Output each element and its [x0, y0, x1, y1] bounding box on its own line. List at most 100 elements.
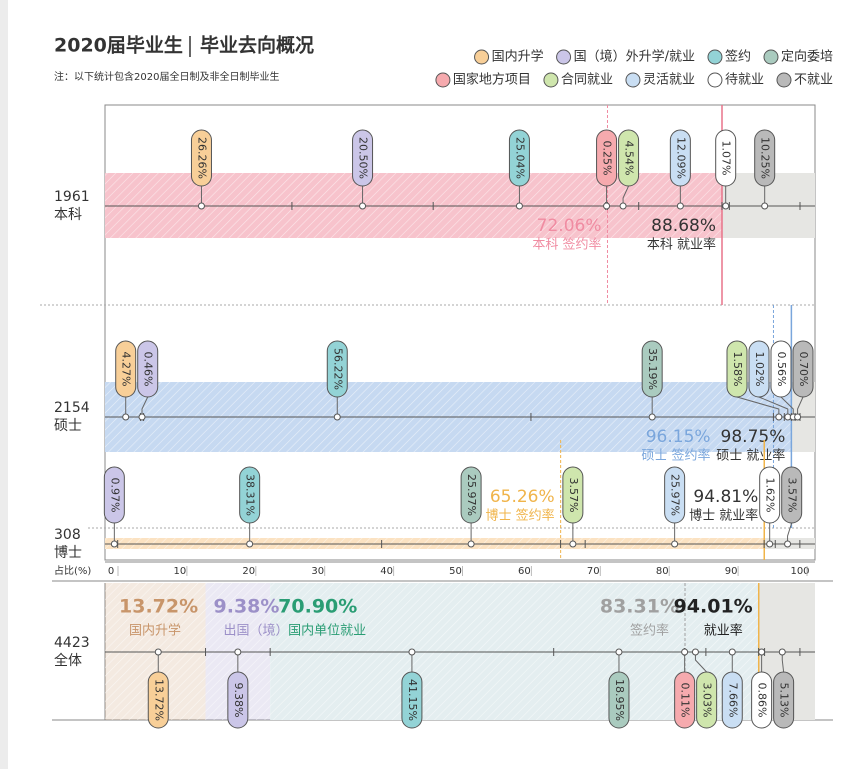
segment-point	[197, 202, 205, 210]
callout	[115, 340, 137, 398]
chart-title: 2020届毕业生	[54, 34, 183, 57]
segment-point	[234, 648, 242, 656]
legend-label: 国家地方项目	[453, 72, 531, 88]
x-tick-label: 90	[725, 566, 738, 577]
callout-label: 1.07%	[720, 141, 733, 176]
chart-subtitle: 毕业去向概况	[200, 34, 314, 57]
segment-point	[569, 540, 577, 548]
employment-rate-label: 本科 就业率	[647, 237, 716, 253]
callout-label: 10.25%	[759, 137, 772, 179]
segment-point	[676, 202, 684, 210]
callout	[754, 129, 776, 187]
rate-value: 9.38%	[214, 596, 280, 618]
callout	[190, 129, 212, 187]
callout-label: 0.25%	[601, 141, 614, 176]
employment-rate-label: 博士 就业率	[689, 508, 758, 524]
employment-rate-label: 硕士 就业率	[716, 448, 785, 464]
x-tick-label: 60	[518, 566, 531, 577]
legend-swatch	[435, 72, 451, 88]
segment-point	[648, 413, 656, 421]
segment-point	[758, 648, 766, 656]
callout	[792, 340, 814, 398]
upper-frame	[104, 104, 816, 561]
segment-point	[671, 540, 679, 548]
rate-value: 94.01%	[674, 596, 753, 618]
group-count: 2154	[54, 400, 90, 416]
callout-label: 25.97%	[465, 474, 478, 516]
legend-swatch	[474, 49, 490, 65]
legend-label: 国（境）外升学/就业	[574, 49, 695, 65]
legend-label: 灵活就业	[643, 73, 695, 88]
segment-point	[122, 413, 130, 421]
group-name: 本科	[54, 207, 82, 223]
callout	[674, 671, 696, 729]
legend-label: 不就业	[794, 73, 833, 88]
callout-label: 5.13%	[778, 683, 791, 718]
callout-label: 4.54%	[623, 141, 636, 176]
x-tick-label: 80	[656, 566, 669, 577]
callout	[137, 340, 159, 398]
segment-point	[515, 202, 523, 210]
callout	[460, 466, 482, 524]
group-name: 硕士	[54, 418, 82, 434]
group-count: 4423	[54, 635, 90, 651]
callout-label: 7.66%	[726, 683, 739, 718]
callout	[227, 671, 249, 729]
callout-label: 4.27%	[120, 352, 133, 387]
callout-label: 0.11%	[679, 683, 692, 718]
signing-rate: 65.26%	[490, 487, 555, 507]
callout-label: 25.04%	[513, 137, 526, 179]
legend-label: 国内升学	[492, 49, 544, 65]
segment-point	[408, 648, 416, 656]
rate-label: 签约率	[630, 623, 669, 639]
callout-label: 0.86%	[756, 683, 769, 718]
legend-label: 定向委培	[781, 49, 833, 65]
callout-label: 3.57%	[786, 478, 799, 513]
callout	[352, 129, 374, 187]
x-tick-label: 70	[587, 566, 600, 577]
segment-point	[691, 648, 699, 656]
callout	[401, 671, 423, 729]
segment-point	[681, 648, 689, 656]
segment-point	[154, 648, 162, 656]
callout-label: 1.58%	[731, 352, 744, 387]
x-tick-label: 30	[311, 566, 324, 577]
x-axis-label: 占比(%)	[54, 564, 91, 577]
employment-rate: 98.75%	[721, 427, 786, 447]
callout-label: 38.31%	[244, 474, 257, 516]
signing-rate: 96.15%	[646, 427, 711, 447]
callout-label: 35.19%	[646, 348, 659, 390]
legend-swatch	[556, 49, 572, 65]
rate-label: 就业率	[704, 623, 743, 639]
callout	[751, 671, 773, 729]
segment-point	[775, 413, 783, 421]
segment-point	[766, 540, 774, 548]
segment-point	[110, 540, 118, 548]
employment-rate: 94.81%	[693, 487, 758, 507]
callout-label: 26.26%	[195, 137, 208, 179]
segment-point	[778, 648, 786, 656]
employment-rate: 88.68%	[651, 216, 716, 236]
legend-swatch	[625, 72, 641, 88]
callout	[770, 340, 792, 398]
signing-rate-label: 博士 签约率	[486, 508, 555, 524]
callout-label: 3.03%	[701, 683, 714, 718]
segment-point	[615, 648, 623, 656]
callout	[721, 671, 743, 729]
callout-label: 20.50%	[357, 137, 370, 179]
segment-point	[722, 202, 730, 210]
legend-swatch	[776, 72, 792, 88]
legend-label: 合同就业	[561, 73, 613, 88]
group-name: 全体	[54, 652, 82, 669]
x-tick-label: 100	[790, 566, 809, 577]
segment-point	[359, 202, 367, 210]
legend-swatch	[707, 72, 723, 88]
callout	[326, 340, 348, 398]
x-tick-label: 50	[449, 566, 462, 577]
legend-swatch	[543, 72, 559, 88]
chart-note: 注：以下统计包含2020届全日制及非全日制毕业生	[54, 70, 279, 83]
callout	[748, 340, 770, 398]
callout-label: 0.70%	[797, 352, 810, 387]
callout	[239, 466, 261, 524]
